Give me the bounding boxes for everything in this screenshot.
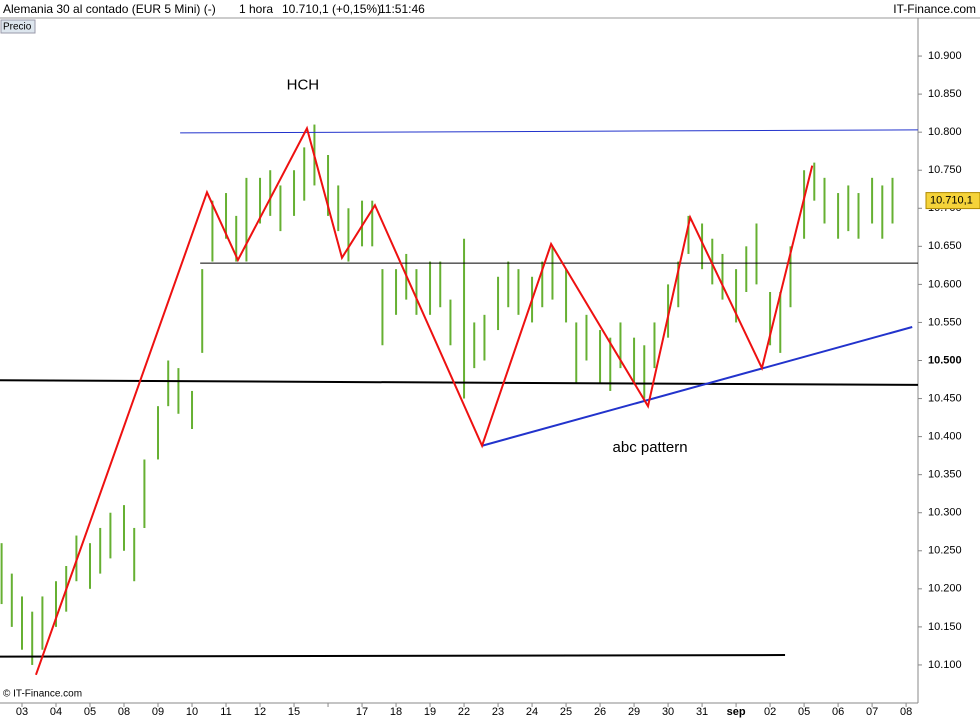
y-tick-label: 10.350 [928,469,962,481]
x-tick-label: 08 [900,706,912,718]
x-tick-label: 29 [628,706,640,718]
x-tick-label: 23 [492,706,504,718]
y-tick-label: 10.250 [928,545,962,557]
annotation: HCH [287,77,320,94]
x-tick-label: 22 [458,706,470,718]
x-tick-label: 09 [152,706,164,718]
y-tick-label: 10.150 [928,621,962,633]
trend-line [34,125,814,676]
x-tick-label: 30 [662,706,674,718]
x-tick-label: 19 [424,706,436,718]
x-tick-label: 02 [764,706,776,718]
y-tick-label: 10.750 [928,164,962,176]
y-tick-label: 10.400 [928,431,962,443]
x-tick-label: 03 [16,706,28,718]
x-tick-label: 26 [594,706,606,718]
y-tick-label: 10.200 [928,583,962,595]
copyright: © IT-Finance.com [3,689,82,700]
interval: 1 hora [239,2,273,16]
y-tick-label: 10.850 [928,88,962,100]
x-tick-label: 11 [220,706,231,718]
y-tick-label: 10.300 [928,507,962,519]
y-tick-label: 10.450 [928,392,962,404]
x-tick-label: 24 [526,706,538,718]
y-tick-label: 10.650 [928,240,962,252]
x-tick-label: 05 [798,706,810,718]
x-tick-label: 15 [288,706,300,718]
x-tick-label: 04 [50,706,62,718]
x-tick-label: 08 [118,706,130,718]
chart-title: Alemania 30 al contado (EUR 5 Mini) (-) [3,2,216,16]
y-tick-label: 10.500 [928,354,962,366]
x-tick-label: 06 [832,706,844,718]
y-tick-label: 10.600 [928,278,962,290]
trend-line [0,379,919,386]
time: 11:51:46 [379,2,425,16]
trend-line [0,654,786,658]
x-tick-label: 05 [84,706,96,718]
annotation: abc pattern [613,439,688,456]
x-tick-label: 25 [560,706,572,718]
x-tick-label: 18 [390,706,402,718]
last-price-box [925,192,980,210]
legend-box [0,19,36,34]
y-tick-label: 10.800 [928,126,962,138]
legend-label: Precio [3,22,32,33]
x-tick-label: 12 [254,706,266,718]
y-tick-label: 10.900 [928,50,962,62]
x-tick-label: 07 [866,706,878,718]
y-tick-label: 10.100 [928,659,962,671]
quote: 10.710,1 (+0,15%) [282,2,381,16]
x-tick-label: 10 [186,706,198,718]
y-tick-label: 10.550 [928,316,962,328]
x-tick-label: sep [727,706,746,718]
trend-line [180,129,919,134]
trend-line [481,326,913,447]
header-bar [0,0,980,18]
x-tick-label: 17 [356,706,368,718]
x-tick-label: 31 [696,706,708,718]
last-price-label: 10.710,1 [930,194,973,206]
brand: IT-Finance.com [893,2,976,16]
